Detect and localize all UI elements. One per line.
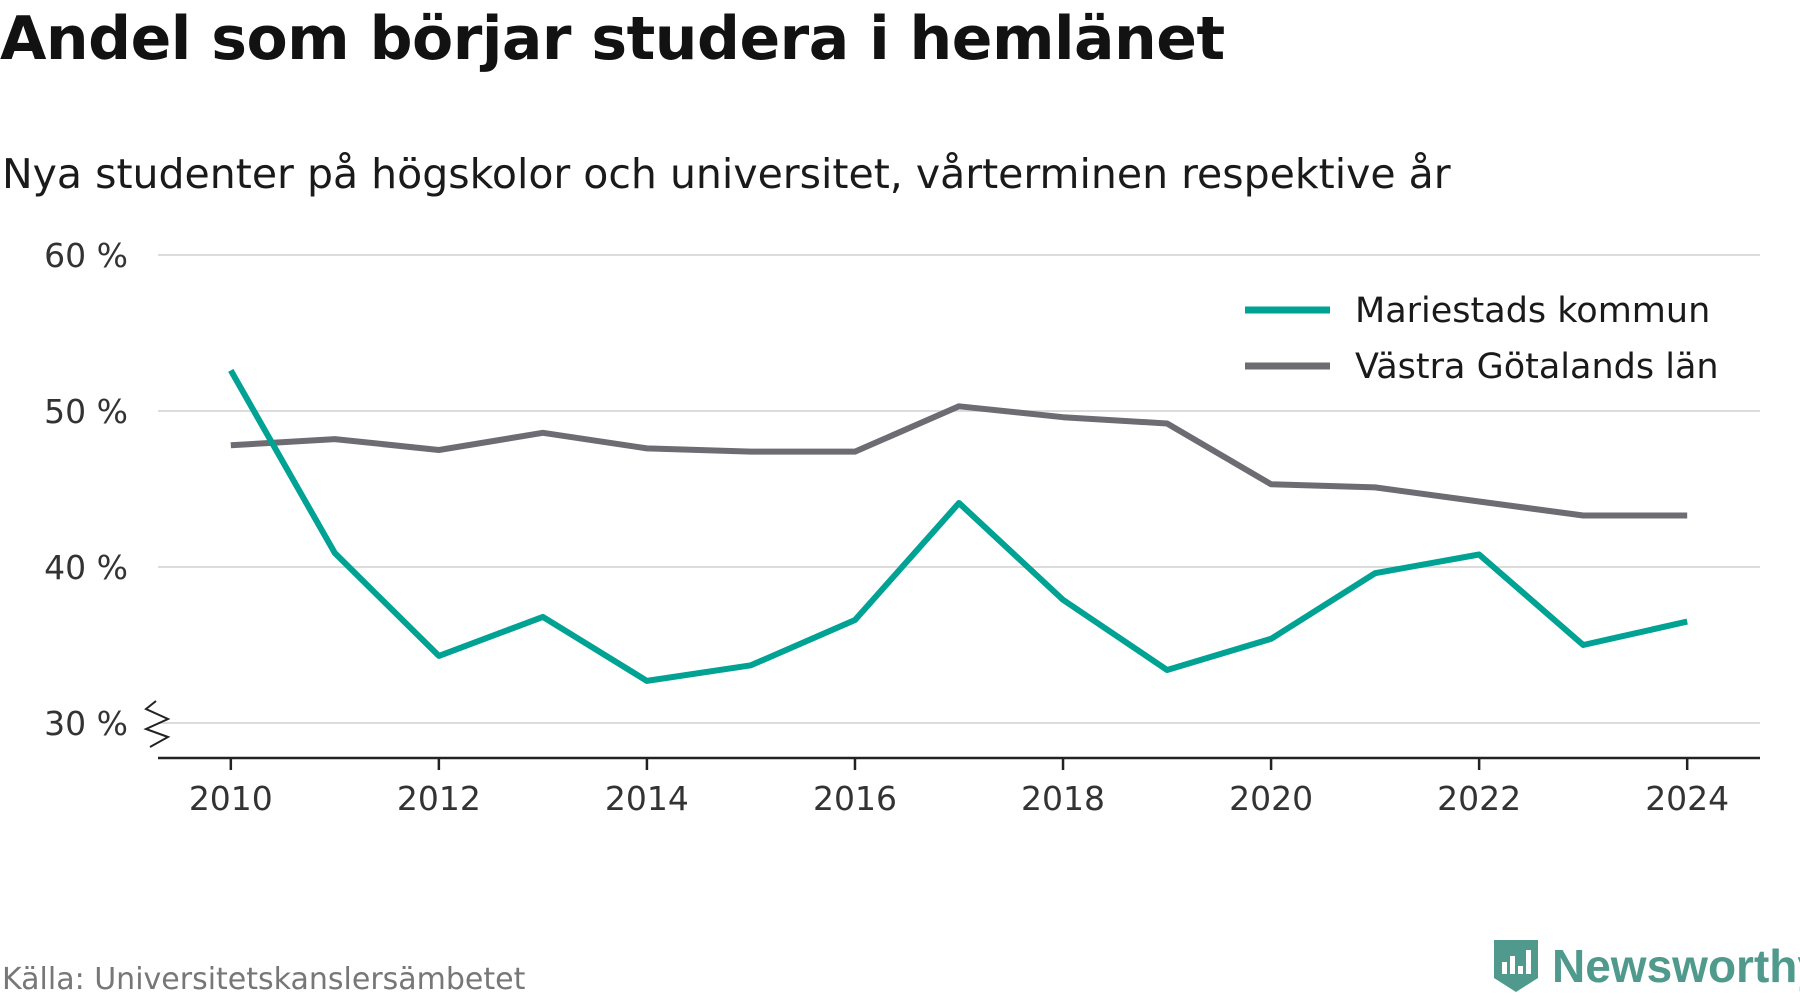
x-tick-label: 2012 bbox=[397, 779, 481, 818]
x-tick-label: 2010 bbox=[189, 779, 273, 818]
y-tick-label: 60 % bbox=[44, 236, 128, 275]
x-tick-label: 2016 bbox=[813, 779, 897, 818]
chart-title: Andel som börjar studera i hemlänet bbox=[0, 4, 1225, 74]
source-note: Källa: Universitetskanslersämbetet bbox=[2, 962, 526, 997]
x-tick-label: 2018 bbox=[1021, 779, 1105, 818]
x-tick-label: 2024 bbox=[1645, 779, 1729, 818]
chart-subtitle: Nya studenter på högskolor och universit… bbox=[2, 150, 1451, 198]
x-tick-label: 2022 bbox=[1437, 779, 1521, 818]
series-line-0 bbox=[228, 368, 1688, 684]
y-tick-label: 40 % bbox=[44, 548, 128, 587]
legend-label: Västra Götalands län bbox=[1355, 347, 1719, 387]
y-tick-label: 50 % bbox=[44, 392, 128, 431]
y-tick-label: 30 % bbox=[44, 704, 128, 743]
series-line-1 bbox=[230, 403, 1688, 519]
axis-break-icon bbox=[143, 700, 171, 748]
brand-name: Newsworthy bbox=[1552, 940, 1800, 992]
x-tick-label: 2014 bbox=[605, 779, 689, 818]
newsworthy-logo-icon bbox=[1494, 940, 1538, 992]
brand-logo: Newsworthy bbox=[1492, 938, 1800, 994]
legend-label: Mariestads kommun bbox=[1355, 291, 1710, 331]
x-tick-label: 2020 bbox=[1229, 779, 1313, 818]
